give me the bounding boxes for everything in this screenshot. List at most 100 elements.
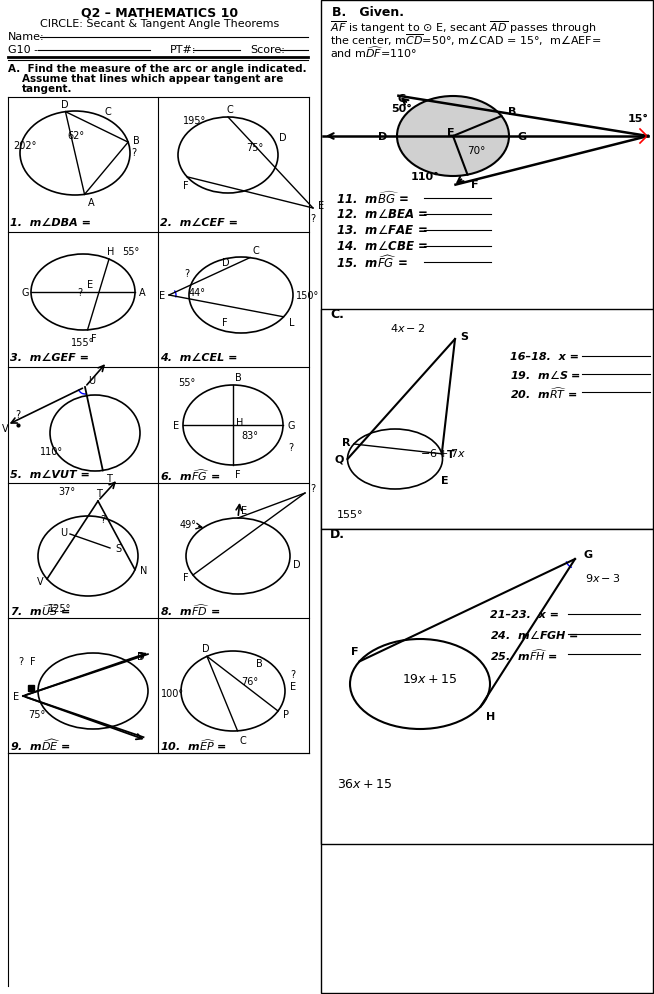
Text: B.   Given.: B. Given. — [332, 7, 404, 20]
Text: H: H — [486, 712, 495, 722]
Text: V: V — [37, 577, 44, 586]
Text: D: D — [279, 133, 287, 143]
Ellipse shape — [38, 517, 138, 596]
Text: $\overline{AF}$ is tangent to $\odot$ E, secant $\overline{AD}$ passes through: $\overline{AF}$ is tangent to $\odot$ E,… — [330, 20, 596, 37]
Text: 55°: 55° — [122, 247, 139, 256]
Text: 110°: 110° — [40, 446, 63, 456]
Text: C: C — [398, 93, 405, 103]
Text: 110°: 110° — [411, 172, 439, 182]
Text: G: G — [21, 287, 29, 297]
Text: 10.  m$\widehat{EP}$ =: 10. m$\widehat{EP}$ = — [160, 737, 227, 751]
Text: 3.  m∠GEF =: 3. m∠GEF = — [10, 353, 89, 363]
Text: PT#:: PT#: — [170, 45, 196, 55]
Text: T: T — [447, 449, 455, 459]
Text: 125°: 125° — [48, 603, 71, 613]
Ellipse shape — [347, 429, 443, 489]
Text: 37°: 37° — [58, 486, 75, 496]
Text: E: E — [318, 201, 324, 211]
Text: P: P — [283, 710, 289, 720]
Ellipse shape — [350, 639, 490, 730]
Text: E: E — [173, 420, 179, 430]
Text: 21–23.  x =: 21–23. x = — [490, 609, 563, 619]
Text: B: B — [235, 373, 242, 383]
Text: F: F — [183, 573, 188, 582]
Text: 202°: 202° — [13, 141, 37, 151]
Text: A.  Find the measure of the arc or angle indicated.: A. Find the measure of the arc or angle … — [8, 64, 307, 74]
Text: 19.  m$\angle$S =: 19. m$\angle$S = — [510, 368, 582, 381]
Text: 15°: 15° — [628, 114, 649, 124]
Text: G: G — [288, 420, 296, 430]
FancyBboxPatch shape — [321, 530, 653, 844]
Text: T: T — [96, 488, 102, 499]
Text: U: U — [60, 528, 67, 538]
Text: C.: C. — [330, 308, 344, 321]
Ellipse shape — [31, 254, 135, 331]
Text: Assume that lines which appear tangent are: Assume that lines which appear tangent a… — [22, 74, 283, 83]
Text: 62°: 62° — [67, 131, 84, 141]
Text: 2.  m∠CEF =: 2. m∠CEF = — [160, 218, 238, 228]
Text: $4x - 2$: $4x - 2$ — [390, 322, 425, 334]
Text: 7.  m$\widehat{US}$ =: 7. m$\widehat{US}$ = — [10, 601, 71, 617]
Text: B: B — [256, 658, 263, 668]
Text: 1.  m∠DBA =: 1. m∠DBA = — [10, 218, 91, 228]
Text: C: C — [239, 736, 247, 746]
Text: G: G — [583, 550, 592, 560]
Text: 195°: 195° — [183, 116, 206, 126]
Text: 20.  m$\widehat{RT}$ =: 20. m$\widehat{RT}$ = — [510, 385, 579, 401]
Text: 155°: 155° — [71, 338, 94, 348]
Text: U: U — [88, 376, 95, 386]
Text: 4.  m∠CEL =: 4. m∠CEL = — [160, 353, 237, 363]
Text: E: E — [159, 290, 165, 301]
Text: H: H — [236, 417, 243, 427]
Ellipse shape — [181, 651, 285, 732]
Text: ?: ? — [184, 268, 189, 278]
Text: ?: ? — [131, 148, 136, 158]
Text: A: A — [139, 287, 146, 297]
Text: 76°: 76° — [241, 676, 258, 686]
Text: ?: ? — [290, 669, 295, 679]
Text: A: A — [88, 198, 94, 208]
Text: D: D — [202, 644, 210, 654]
Text: D: D — [61, 99, 69, 109]
Text: E: E — [441, 475, 449, 485]
Ellipse shape — [397, 96, 509, 177]
Text: 155°: 155° — [337, 510, 364, 520]
Text: CIRCLE: Secant & Tangent Angle Theorems: CIRCLE: Secant & Tangent Angle Theorems — [41, 19, 280, 29]
Text: E: E — [290, 681, 296, 691]
Text: 5.  m∠VUT =: 5. m∠VUT = — [10, 469, 90, 479]
Text: F: F — [30, 656, 35, 666]
Text: F: F — [90, 334, 96, 344]
Text: Q2 – MATHEMATICS 10: Q2 – MATHEMATICS 10 — [82, 7, 239, 20]
Text: 25.  m$\widehat{FH}$ =: 25. m$\widehat{FH}$ = — [490, 647, 559, 662]
Text: 9.  m$\widehat{DE}$ =: 9. m$\widehat{DE}$ = — [10, 737, 71, 752]
FancyBboxPatch shape — [321, 310, 653, 530]
Text: C: C — [227, 105, 233, 115]
Text: ?: ? — [18, 656, 23, 666]
Text: ?: ? — [310, 483, 315, 493]
Text: ?: ? — [310, 214, 315, 224]
Text: G10 -: G10 - — [8, 45, 38, 55]
Text: E: E — [87, 279, 93, 289]
Text: Score:: Score: — [250, 45, 285, 55]
Text: G: G — [517, 132, 526, 142]
Text: R: R — [342, 437, 351, 447]
Text: 15.  m$\widehat{FG}$ =: 15. m$\widehat{FG}$ = — [336, 254, 409, 271]
Text: 150°: 150° — [296, 290, 319, 301]
Text: 44°: 44° — [189, 287, 206, 297]
Text: $36x + 15$: $36x + 15$ — [337, 777, 392, 790]
Text: $19x + 15$: $19x + 15$ — [402, 673, 458, 686]
Text: E: E — [447, 128, 455, 138]
Ellipse shape — [38, 653, 148, 730]
Ellipse shape — [20, 112, 130, 196]
Text: E: E — [13, 691, 19, 702]
Text: L: L — [288, 317, 294, 327]
Text: F: F — [222, 318, 228, 328]
Ellipse shape — [186, 519, 290, 594]
Text: Name:: Name: — [8, 32, 44, 42]
Text: ?: ? — [100, 515, 105, 525]
Text: F: F — [351, 647, 358, 657]
Text: S: S — [460, 332, 468, 342]
Text: V: V — [2, 423, 9, 433]
Ellipse shape — [189, 257, 293, 334]
Text: ?: ? — [15, 410, 20, 419]
